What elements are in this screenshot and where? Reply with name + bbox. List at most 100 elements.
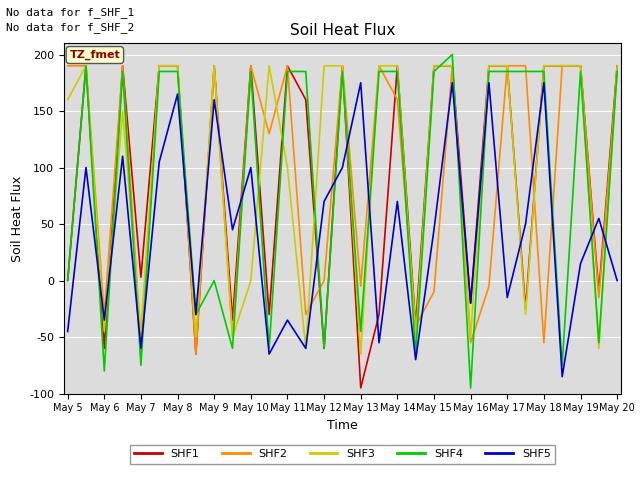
Text: No data for f_SHF_2: No data for f_SHF_2 [6, 22, 134, 33]
SHF4 [284, 69, 291, 74]
Line: SHF3: SHF3 [68, 66, 617, 354]
SHF2 [156, 63, 163, 69]
SHF4 [173, 69, 181, 74]
SHF2 [173, 63, 181, 69]
SHF3 [467, 334, 474, 340]
SHF2 [449, 63, 456, 69]
SHF2 [558, 63, 566, 69]
SHF4 [266, 346, 273, 351]
SHF1 [485, 63, 493, 69]
SHF2 [613, 69, 621, 74]
SHF4 [211, 278, 218, 284]
SHF2 [339, 63, 346, 69]
Line: SHF2: SHF2 [68, 66, 617, 354]
SHF1 [64, 278, 72, 284]
SHF1 [156, 63, 163, 69]
SHF4 [613, 69, 621, 74]
SHF4 [449, 52, 456, 58]
SHF5 [504, 295, 511, 300]
Line: SHF5: SHF5 [68, 83, 617, 377]
SHF5 [173, 91, 181, 97]
SHF1 [522, 306, 529, 312]
SHF5 [156, 159, 163, 165]
SHF5 [412, 357, 419, 362]
SHF4 [64, 278, 72, 284]
SHF3 [485, 63, 493, 69]
SHF5 [266, 351, 273, 357]
SHF4 [320, 346, 328, 351]
SHF4 [192, 312, 200, 317]
SHF5 [211, 97, 218, 103]
SHF1 [577, 63, 584, 69]
SHF1 [430, 63, 438, 69]
SHF3 [613, 63, 621, 69]
SHF5 [82, 165, 90, 170]
Text: TZ_fmet: TZ_fmet [70, 50, 120, 60]
SHF4 [522, 69, 529, 74]
SHF1 [467, 300, 474, 306]
Legend: SHF1, SHF2, SHF3, SHF4, SHF5: SHF1, SHF2, SHF3, SHF4, SHF5 [129, 444, 556, 464]
SHF3 [504, 63, 511, 69]
SHF4 [228, 346, 236, 351]
SHF5 [64, 328, 72, 334]
SHF4 [394, 69, 401, 74]
SHF4 [82, 63, 90, 69]
SHF2 [412, 323, 419, 329]
SHF1 [228, 317, 236, 323]
SHF2 [119, 63, 127, 69]
SHF3 [137, 328, 145, 334]
SHF5 [375, 340, 383, 346]
SHF2 [595, 295, 603, 300]
SHF2 [228, 334, 236, 340]
SHF2 [320, 278, 328, 284]
SHF4 [595, 340, 603, 346]
SHF1 [302, 97, 310, 103]
SHF4 [467, 385, 474, 391]
SHF3 [540, 63, 548, 69]
SHF1 [82, 63, 90, 69]
SHF1 [192, 351, 200, 357]
SHF2 [302, 312, 310, 317]
SHF2 [375, 63, 383, 69]
SHF4 [540, 69, 548, 74]
SHF4 [357, 328, 365, 334]
SHF4 [247, 69, 255, 74]
SHF1 [137, 274, 145, 280]
SHF3 [192, 334, 200, 340]
SHF1 [211, 63, 218, 69]
SHF1 [100, 346, 108, 351]
Y-axis label: Soil Heat Flux: Soil Heat Flux [11, 175, 24, 262]
SHF5 [540, 80, 548, 85]
X-axis label: Time: Time [327, 419, 358, 432]
SHF5 [284, 317, 291, 323]
SHF3 [449, 63, 456, 69]
SHF5 [247, 165, 255, 170]
SHF3 [247, 278, 255, 284]
SHF3 [320, 63, 328, 69]
SHF2 [137, 340, 145, 346]
SHF4 [119, 69, 127, 74]
SHF2 [284, 63, 291, 69]
SHF1 [375, 312, 383, 317]
SHF3 [339, 63, 346, 69]
Line: SHF1: SHF1 [68, 66, 617, 388]
SHF5 [339, 165, 346, 170]
SHF5 [119, 153, 127, 159]
SHF2 [467, 340, 474, 346]
SHF4 [302, 69, 310, 74]
SHF3 [284, 165, 291, 170]
SHF2 [430, 289, 438, 295]
SHF5 [485, 80, 493, 85]
SHF5 [302, 346, 310, 351]
SHF1 [394, 63, 401, 69]
SHF4 [558, 362, 566, 368]
SHF2 [504, 63, 511, 69]
SHF5 [394, 199, 401, 204]
SHF2 [266, 131, 273, 136]
SHF1 [504, 63, 511, 69]
SHF4 [137, 362, 145, 368]
SHF2 [540, 340, 548, 346]
SHF5 [522, 221, 529, 227]
SHF1 [449, 63, 456, 69]
SHF2 [247, 63, 255, 69]
